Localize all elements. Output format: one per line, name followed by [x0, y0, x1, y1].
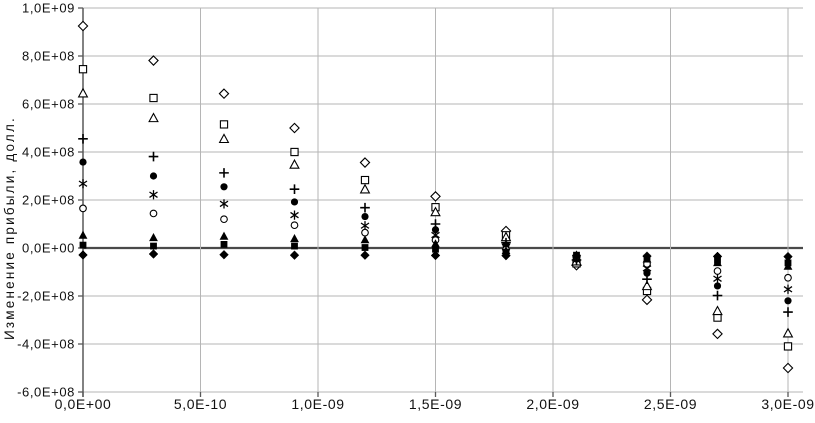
x-tick-label: 0,0E+00	[55, 396, 112, 412]
filled-diamond-marker	[642, 251, 652, 261]
open-square-marker	[783, 342, 793, 351]
open-triangle-marker	[77, 87, 89, 98]
open-triangle-marker	[289, 158, 300, 169]
y-tick-label: -6,0E+08	[17, 385, 75, 400]
filled-circle-marker	[79, 158, 87, 166]
filled-circle-marker	[643, 269, 651, 277]
open-circle-marker	[79, 204, 87, 213]
open-triangle-marker	[218, 133, 230, 144]
open-diamond-marker	[359, 157, 371, 168]
filled-diamond-marker	[148, 249, 159, 259]
open-triangle-marker	[782, 327, 794, 338]
open-square-marker	[360, 175, 370, 185]
filled-diamond-marker	[571, 251, 582, 261]
plus-marker	[219, 168, 229, 178]
open-triangle-marker	[641, 280, 653, 291]
asterisk-marker	[360, 221, 370, 231]
plus-marker	[783, 307, 793, 317]
x-tick-label: 1,5E-09	[409, 396, 462, 412]
y-tick-label: 4,0E+08	[22, 145, 75, 160]
open-square-marker	[219, 120, 229, 129]
open-diamond-marker	[782, 362, 794, 374]
filled-triangle-marker	[431, 239, 440, 248]
filled-circle-marker	[431, 226, 440, 234]
asterisk-marker	[219, 199, 229, 209]
y-tick-label: 1,0E+09	[22, 1, 75, 16]
open-diamond-marker	[289, 122, 300, 134]
filled-square-marker	[361, 244, 369, 251]
asterisk-marker	[783, 284, 793, 294]
plus-marker	[360, 202, 370, 213]
filled-diamond-marker	[78, 250, 88, 260]
plus-marker	[78, 134, 88, 144]
filled-square-marker	[79, 241, 87, 249]
filled-square-marker	[220, 241, 228, 248]
asterisk-marker	[78, 179, 88, 189]
open-triangle-marker	[148, 112, 159, 123]
open-diamond-marker	[77, 20, 89, 32]
open-square-marker	[149, 93, 158, 103]
filled-circle-marker	[290, 198, 299, 206]
filled-square-marker	[784, 259, 792, 267]
filled-triangle-marker	[219, 231, 229, 240]
open-circle-marker	[713, 267, 722, 275]
y-tick-label: 0,0E+00	[22, 241, 75, 256]
y-tick-label: 2,0E+08	[22, 193, 75, 208]
open-triangle-marker	[430, 206, 441, 217]
open-triangle-marker	[712, 305, 723, 316]
filled-square-marker	[432, 245, 439, 253]
plus-marker	[148, 151, 159, 162]
filled-diamond-marker	[289, 250, 300, 260]
filled-circle-marker	[149, 172, 158, 180]
open-circle-marker	[361, 228, 369, 237]
open-circle-marker	[290, 221, 299, 230]
filled-square-marker	[150, 242, 157, 250]
open-diamond-marker	[712, 328, 723, 340]
filled-circle-marker	[784, 297, 792, 305]
filled-triangle-marker	[290, 234, 299, 243]
filled-diamond-marker	[712, 251, 723, 262]
filled-diamond-marker	[219, 249, 229, 260]
asterisk-marker	[149, 190, 158, 200]
filled-diamond-marker	[360, 250, 370, 260]
filled-diamond-marker	[501, 250, 511, 261]
filled-circle-marker	[220, 183, 228, 191]
y-tick-label: 6,0E+08	[22, 97, 75, 112]
plus-marker	[289, 184, 300, 194]
asterisk-marker	[713, 274, 722, 284]
x-tick-label: 1,0E-09	[291, 396, 344, 412]
open-circle-marker	[220, 215, 228, 224]
x-tick-label: 5,0E-10	[174, 396, 227, 412]
open-diamond-marker	[148, 55, 159, 66]
filled-triangle-marker	[149, 233, 158, 242]
y-tick-label: 8,0E+08	[22, 49, 75, 64]
open-square-marker	[290, 147, 299, 157]
filled-triangle-marker	[78, 230, 88, 239]
filled-triangle-marker	[360, 235, 370, 244]
open-diamond-marker	[641, 294, 653, 306]
filled-circle-marker	[713, 282, 722, 290]
open-triangle-marker	[359, 183, 371, 194]
filled-circle-marker	[361, 212, 369, 221]
open-circle-marker	[149, 209, 158, 218]
x-tick-label: 3,0E-09	[761, 396, 814, 412]
x-tick-label: 2,5E-09	[644, 396, 697, 412]
y-tick-label: -2,0E+08	[17, 289, 75, 304]
plus-marker	[712, 290, 723, 301]
y-tick-label: -4,0E+08	[17, 337, 75, 352]
open-square-marker	[78, 65, 88, 74]
filled-diamond-marker	[783, 251, 793, 262]
open-circle-marker	[784, 273, 792, 282]
open-diamond-marker	[218, 88, 230, 100]
filled-diamond-marker	[430, 250, 441, 261]
asterisk-marker	[290, 210, 299, 220]
filled-square-marker	[291, 242, 298, 250]
x-tick-label: 2,0E-09	[526, 396, 579, 412]
open-diamond-marker	[430, 191, 441, 202]
